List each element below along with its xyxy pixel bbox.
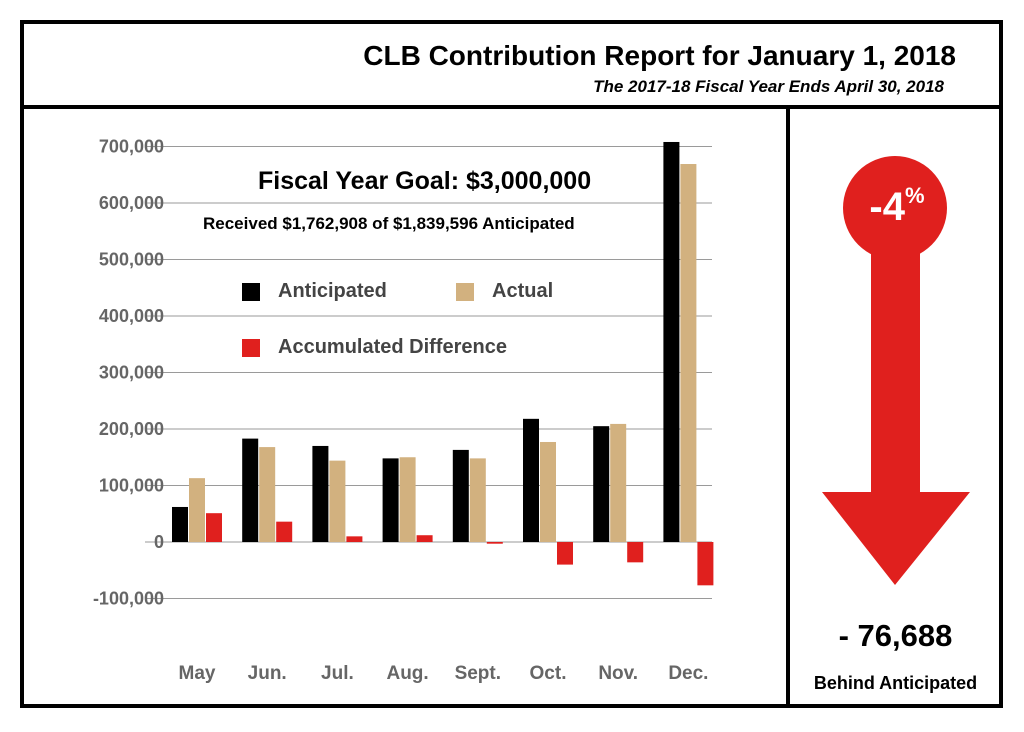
bar-accumulated-difference [627, 542, 644, 563]
bar-actual [540, 441, 556, 542]
header-divider [20, 105, 1003, 109]
bar-actual [189, 478, 205, 542]
bar-accumulated-difference [206, 513, 222, 542]
column-divider [786, 105, 790, 708]
report-frame [20, 20, 1003, 708]
y-tick-label: 200,000 [99, 419, 164, 439]
bar-actual [680, 164, 697, 542]
bar-anticipated [312, 445, 329, 542]
summary-arrow [822, 156, 970, 585]
bar-anticipated [242, 438, 259, 542]
bar-accumulated-difference [276, 521, 293, 542]
legend-swatch-anticipated [242, 282, 260, 301]
legend-swatch-difference [242, 338, 260, 357]
received-annotation: Received $1,762,908 of $1,839,596 Antici… [203, 214, 575, 233]
x-tick-label: Sept. [455, 663, 501, 684]
bar-actual [259, 447, 276, 542]
y-tick-label: 600,000 [99, 193, 164, 213]
bar-anticipated [663, 141, 680, 543]
behind-value: - 76,688 [838, 618, 953, 653]
report-title: CLB Contribution Report for January 1, 2… [363, 40, 956, 71]
x-tick-label: Oct. [530, 663, 567, 684]
bar-actual [399, 457, 416, 542]
bar-accumulated-difference [697, 542, 714, 586]
x-tick-label: Dec. [668, 663, 708, 684]
bar-actual [469, 458, 486, 542]
legend-label-difference: Accumulated Difference [278, 336, 507, 358]
legend-item-anticipated: Anticipated [242, 280, 387, 303]
behind-label: Behind Anticipated [813, 673, 978, 693]
arrow-down-icon [822, 230, 970, 585]
y-tick-label: 500,000 [99, 250, 164, 270]
y-tick-label: 300,000 [99, 363, 164, 383]
fiscal-goal-annotation: Fiscal Year Goal: $3,000,000 [258, 167, 592, 195]
legend-item-actual: Actual [456, 280, 553, 303]
percent-symbol: % [905, 183, 925, 208]
percent-value: -4 [869, 185, 905, 229]
x-tick-label: Jul. [321, 663, 354, 684]
bar-anticipated [382, 458, 399, 542]
bar-actual [329, 460, 346, 542]
legend-item-difference: Accumulated Difference [242, 336, 507, 359]
legend-label-actual: Actual [492, 280, 554, 302]
legend-swatch-actual [456, 282, 474, 301]
percent-label: -4% [842, 183, 952, 230]
y-tick-label: 0 [154, 532, 164, 552]
y-tick-label: 400,000 [99, 306, 164, 326]
bar-anticipated [172, 506, 188, 542]
y-tick-label: 700,000 [99, 137, 164, 157]
y-axis-ticks: -100,000 0 100,000 200,000 300,000 400,000 500… [93, 137, 164, 609]
bars [172, 141, 714, 586]
x-tick-label: Aug. [386, 663, 428, 684]
bar-accumulated-difference [486, 542, 503, 544]
x-axis-ticks: May Jun. Jul. Aug. Sept. Oct. Nov. Dec. [179, 663, 709, 684]
bar-anticipated [593, 426, 610, 542]
y-tick-label: -100,000 [93, 589, 164, 609]
legend-label-anticipated: Anticipated [278, 280, 387, 302]
y-tick-label: 100,000 [99, 476, 164, 496]
bar-anticipated [452, 449, 469, 542]
x-tick-label: May [179, 663, 216, 684]
bar-accumulated-difference [557, 542, 573, 565]
x-tick-label: Jun. [248, 663, 287, 684]
x-tick-label: Nov. [598, 663, 638, 684]
bar-anticipated [523, 418, 539, 542]
percent-circle [843, 156, 947, 260]
report-subtitle: The 2017-18 Fiscal Year Ends April 30, 2… [593, 77, 944, 96]
bar-accumulated-difference [346, 536, 363, 542]
bar-actual [610, 423, 627, 542]
bar-accumulated-difference [416, 535, 433, 542]
